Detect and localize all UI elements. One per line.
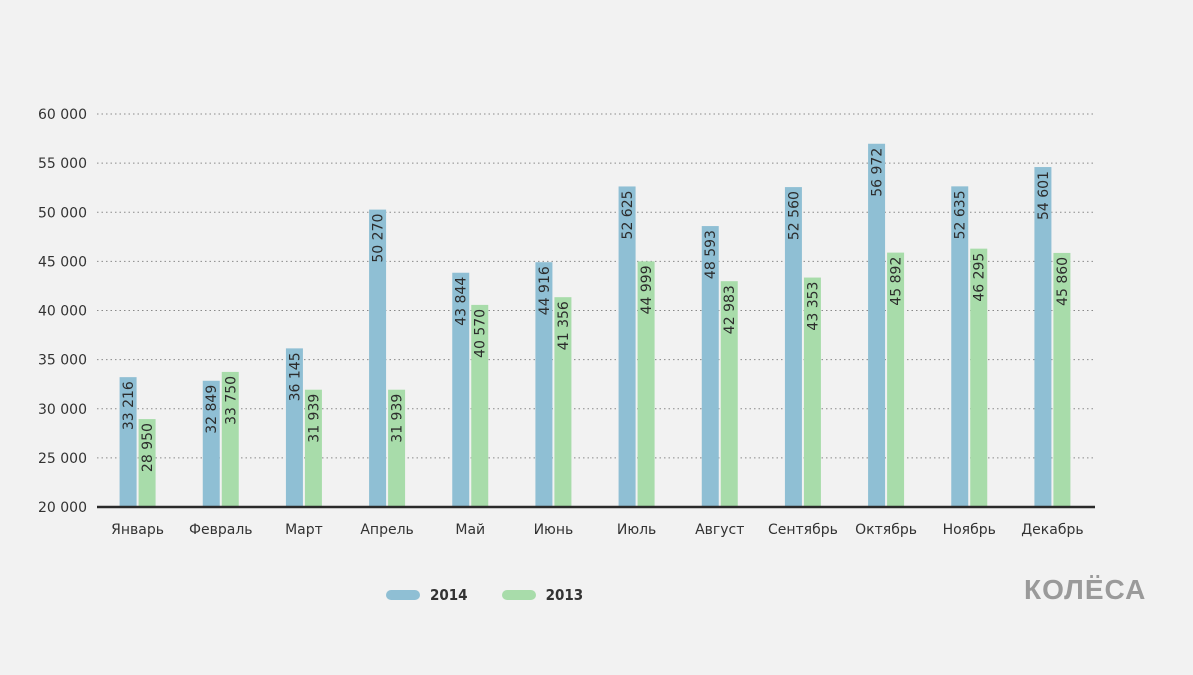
bar-value-label: 48 593 [703, 230, 719, 279]
bar-value-label: 45 860 [1055, 257, 1071, 306]
bar-2014-3 [369, 209, 387, 508]
x-tick-label: Ноябрь [943, 522, 996, 538]
bar-2013-11 [1053, 252, 1071, 507]
y-tick-label: 20 000 [38, 500, 87, 516]
x-tick-label: Февраль [189, 522, 253, 538]
y-tick-label: 25 000 [38, 451, 87, 467]
bars [119, 143, 1071, 508]
bar-2013-10 [970, 248, 988, 508]
y-tick-label: 40 000 [38, 304, 87, 320]
legend-swatch-2013 [501, 590, 536, 600]
x-tick-label: Август [695, 522, 744, 538]
legend-label-2013: 2013 [545, 586, 584, 604]
bar-2013-5 [554, 297, 572, 507]
legend-item-2014: 2014 [386, 586, 468, 604]
bar-2013-1 [221, 371, 239, 507]
bar-value-label: 31 939 [390, 394, 406, 443]
bar-value-label: 36 145 [287, 352, 303, 401]
bar-2014-9 [868, 143, 886, 507]
legend: 2014 2013 [386, 586, 583, 604]
bar-value-label: 56 972 [870, 148, 886, 197]
bar-2014-6 [618, 186, 636, 507]
bar-value-label: 50 270 [371, 214, 387, 263]
bar-value-label: 46 295 [972, 253, 988, 302]
y-tick-label: 45 000 [38, 254, 87, 270]
x-tick-label: Октябрь [855, 522, 917, 538]
bar-2014-2 [285, 348, 303, 507]
bar-value-label: 41 356 [556, 301, 572, 350]
bar-value-label: 52 625 [620, 190, 636, 239]
bar-2014-0 [119, 377, 137, 507]
bar-value-label: 33 216 [121, 381, 137, 430]
bar-2014-1 [202, 380, 220, 507]
y-tick-label: 55 000 [38, 156, 87, 172]
bar-2014-7 [701, 226, 719, 507]
bar-value-label: 33 750 [223, 376, 239, 425]
bar-value-label: 43 844 [454, 277, 470, 326]
bar-value-label: 52 635 [953, 190, 969, 239]
x-tick-label: Январь [111, 522, 164, 538]
bar-value-label: 44 916 [537, 266, 553, 315]
x-axis-tick-labels: Январь Февраль Март Апрель Май Июнь Июль Август… [111, 522, 1083, 538]
bar-2014-4 [452, 272, 470, 507]
bar-2013-6 [637, 261, 655, 507]
bar-2013-0 [138, 419, 156, 507]
bar-2014-8 [784, 187, 802, 507]
bar-2013-8 [803, 277, 821, 507]
y-tick-label: 35 000 [38, 353, 87, 369]
legend-label-2014: 2014 [430, 586, 468, 604]
bar-value-label: 52 560 [786, 191, 802, 240]
bar-value-label: 43 353 [805, 282, 821, 331]
x-tick-label: Июнь [534, 522, 574, 538]
y-tick-label: 60 000 [38, 107, 87, 123]
bar-2013-9 [887, 252, 905, 507]
bar-value-label: 28 950 [140, 423, 156, 472]
y-tick-label: 30 000 [38, 402, 87, 418]
legend-item-2013: 2013 [501, 586, 584, 604]
y-axis-tick-labels: 20 000 25 000 30 000 35 000 40 000 45 000 50 0… [38, 107, 87, 516]
bar-value-label: 32 849 [204, 385, 220, 434]
grid-lines [97, 113, 1095, 459]
bar-value-label: 54 601 [1036, 171, 1052, 220]
bar-2013-3 [388, 389, 406, 507]
bar-2014-11 [1034, 167, 1052, 508]
bar-value-label: 45 892 [889, 257, 905, 306]
bar-2013-7 [720, 281, 738, 507]
bar-value-label: 31 939 [306, 394, 322, 443]
brand-logo: КОЛЁСА [1024, 574, 1147, 605]
x-tick-label: Апрель [360, 522, 413, 538]
legend-swatch-2014 [386, 590, 420, 600]
x-tick-label: Декабрь [1021, 522, 1083, 538]
x-tick-label: Май [455, 522, 485, 538]
bar-2014-5 [535, 262, 553, 507]
bar-2014-10 [951, 186, 969, 507]
bar-value-label: 44 999 [639, 265, 655, 314]
x-tick-label: Сентябрь [768, 522, 838, 538]
bar-2013-4 [471, 304, 489, 507]
bar-2013-2 [304, 389, 322, 507]
bar-value-label: 40 570 [473, 309, 489, 358]
x-tick-label: Июль [617, 522, 656, 538]
bar-value-label: 42 983 [722, 285, 738, 334]
x-tick-label: Март [285, 522, 323, 538]
y-tick-label: 50 000 [38, 205, 87, 221]
